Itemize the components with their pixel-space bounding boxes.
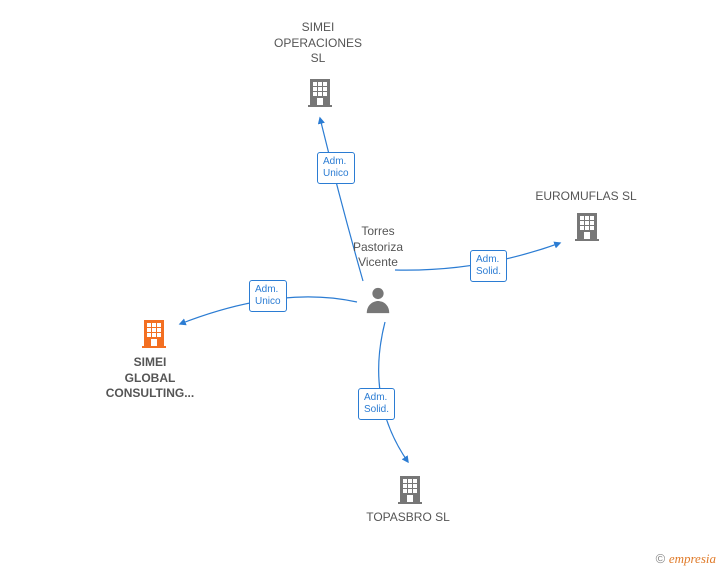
edge-label: Adm. Solid. bbox=[358, 388, 395, 420]
edge-label: Adm. Unico bbox=[317, 152, 355, 184]
building-icon bbox=[394, 472, 426, 509]
node-label: EUROMUFLAS SL bbox=[516, 189, 656, 205]
node-label: SIMEI GLOBAL CONSULTING... bbox=[90, 355, 210, 402]
copyright-symbol: © bbox=[656, 551, 666, 566]
footer: © empresia bbox=[656, 551, 716, 567]
edge-label: Adm. Solid. bbox=[470, 250, 507, 282]
building-icon bbox=[304, 75, 336, 112]
building-icon bbox=[138, 316, 170, 353]
building-icon bbox=[571, 209, 603, 246]
node-label: TOPASBRO SL bbox=[338, 510, 478, 526]
center-label: Torres Pastoriza Vicente bbox=[333, 224, 423, 271]
brand-name: empresia bbox=[669, 551, 716, 566]
person-icon bbox=[363, 285, 393, 320]
node-label: SIMEI OPERACIONES SL bbox=[258, 20, 378, 67]
edge-label: Adm. Unico bbox=[249, 280, 287, 312]
